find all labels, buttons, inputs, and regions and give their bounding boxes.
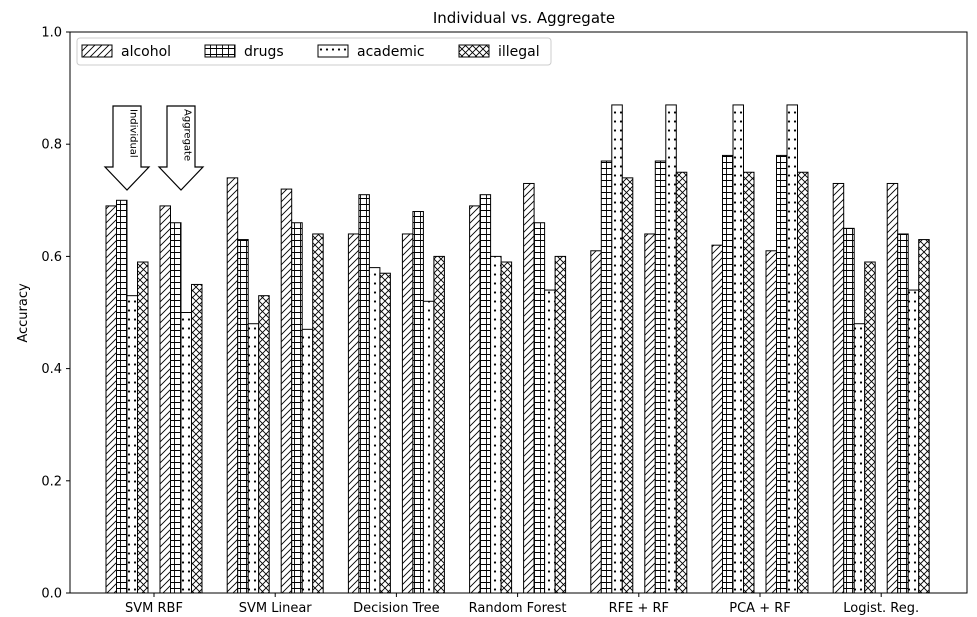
annotation-label: Aggregate — [182, 109, 193, 161]
bar-illegal-individual — [258, 295, 270, 594]
bar-alcohol-aggregate — [401, 233, 414, 594]
bar-drugs-aggregate — [654, 160, 667, 594]
bar-illegal-aggregate — [433, 255, 445, 594]
x-tick-label: Logist. Reg. — [843, 601, 919, 616]
bar-alcohol-aggregate — [644, 233, 656, 594]
x-tick-label: SVM Linear — [239, 601, 313, 616]
y-tick-label: 0.4 — [41, 362, 62, 377]
legend-label-illegal: illegal — [498, 44, 540, 60]
bar-alcohol-individual — [469, 205, 481, 594]
x-tick-label: PCA + RF — [729, 601, 790, 616]
bar-drugs-aggregate — [291, 222, 303, 594]
bar-academic-individual — [732, 104, 744, 594]
bar-academic-individual — [368, 267, 381, 594]
bar-drugs-individual — [116, 199, 128, 594]
bar-drugs-aggregate — [897, 233, 909, 594]
bar-alcohol-individual — [226, 177, 239, 594]
legend-swatch-drugs — [204, 44, 236, 58]
y-tick-label: 1.0 — [41, 26, 62, 41]
bar-drugs-individual — [600, 160, 613, 594]
x-tick-label: RFE + RF — [609, 601, 669, 616]
bar-drugs-aggregate — [776, 154, 788, 594]
y-axis: 0.0 0.2 0.4 0.6 0.8 1.0 — [41, 26, 70, 602]
bar-illegal-individual — [379, 272, 391, 594]
bar-drugs-individual — [843, 227, 855, 594]
bar-illegal-individual — [621, 177, 634, 594]
bar-alcohol-aggregate — [280, 188, 293, 594]
bar-drugs-aggregate — [533, 222, 546, 594]
bar-academic-aggregate — [301, 328, 314, 594]
legend-swatch-illegal — [458, 44, 490, 58]
bar-alcohol-individual — [347, 233, 360, 594]
bar-alcohol-aggregate — [159, 205, 171, 594]
bar-academic-individual — [490, 255, 502, 594]
bar-illegal-aggregate — [191, 283, 203, 594]
bar-alcohol-individual — [105, 205, 117, 594]
bar-illegal-aggregate — [797, 171, 809, 594]
annotation-arrow — [103, 105, 151, 191]
bar-alcohol-aggregate — [523, 182, 535, 594]
bar-academic-individual — [853, 323, 866, 594]
bar-drugs-aggregate — [412, 211, 424, 594]
bar-illegal-individual — [137, 261, 149, 594]
bar-academic-aggregate — [180, 312, 192, 594]
bar-illegal-aggregate — [675, 171, 688, 594]
bar-drugs-individual — [358, 194, 370, 594]
legend: alcohol drugs academic illegal — [76, 37, 552, 66]
annotations: Individual Aggregate — [103, 105, 205, 191]
bar-illegal-aggregate — [554, 255, 567, 594]
annotation-label: Individual — [128, 109, 139, 158]
bar-illegal-aggregate — [918, 239, 930, 594]
y-tick-label: 0.6 — [41, 250, 62, 265]
legend-swatch-academic — [317, 44, 349, 58]
legend-label-alcohol: alcohol — [121, 44, 171, 60]
bar-academic-aggregate — [786, 104, 798, 594]
annotation-arrow — [157, 105, 205, 191]
bar-drugs-aggregate — [170, 222, 182, 594]
plot-frame — [69, 31, 968, 594]
legend-swatch-alcohol — [81, 44, 113, 58]
y-tick-label: 0.0 — [41, 587, 62, 602]
bar-alcohol-individual — [711, 244, 723, 594]
bar-alcohol-aggregate — [886, 182, 899, 594]
chart-title: Individual vs. Aggregate — [433, 9, 615, 27]
x-tick-label: SVM RBF — [125, 601, 183, 616]
legend-label-drugs: drugs — [244, 44, 284, 60]
y-tick-label: 0.2 — [41, 474, 62, 489]
bar-academic-aggregate — [907, 289, 920, 594]
bar-drugs-individual — [237, 239, 249, 594]
bar-alcohol-aggregate — [765, 250, 777, 594]
bar-drugs-individual — [722, 154, 734, 594]
bar-academic-individual — [126, 295, 138, 594]
y-axis-label: Accuracy — [16, 283, 31, 343]
legend-label-academic: academic — [357, 44, 425, 60]
bar-illegal-individual — [743, 171, 755, 594]
bar-alcohol-individual — [590, 250, 602, 594]
bar-academic-aggregate — [544, 289, 556, 594]
bar-academic-aggregate — [665, 104, 677, 594]
x-tick-label: Decision Tree — [353, 601, 440, 616]
bar-illegal-individual — [500, 261, 513, 594]
legend-box — [76, 37, 552, 66]
bar-alcohol-individual — [832, 182, 845, 594]
bar-academic-individual — [247, 323, 260, 594]
bar-academic-individual — [611, 104, 623, 594]
bar-drugs-individual — [479, 194, 492, 594]
y-tick-label: 0.8 — [41, 138, 62, 153]
x-axis: SVM RBF SVM Linear Decision Tree Random For… — [125, 593, 919, 616]
bar-illegal-individual — [864, 261, 876, 594]
bar-illegal-aggregate — [312, 233, 324, 594]
bar-academic-aggregate — [422, 300, 435, 594]
x-tick-label: Random Forest — [469, 601, 567, 616]
bars-layer — [105, 104, 930, 594]
